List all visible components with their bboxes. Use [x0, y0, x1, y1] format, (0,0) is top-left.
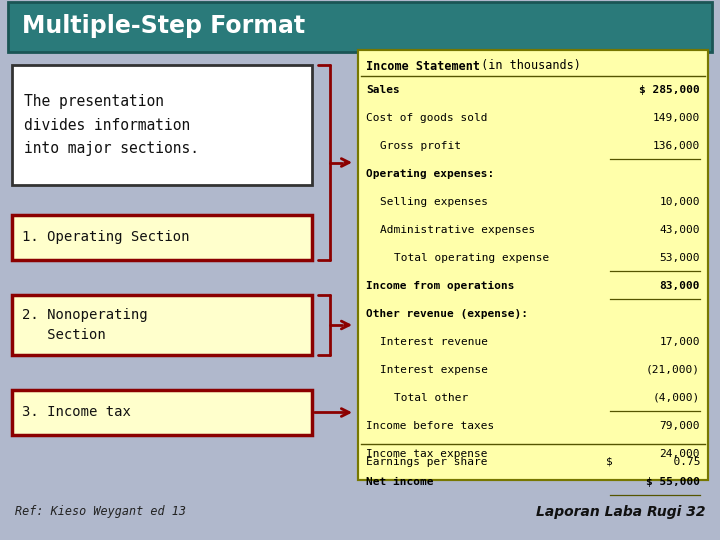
Text: 1. Operating Section: 1. Operating Section	[22, 231, 189, 245]
FancyBboxPatch shape	[12, 215, 312, 260]
Text: Ref: Kieso Weygant ed 13: Ref: Kieso Weygant ed 13	[15, 505, 186, 518]
Text: 149,000: 149,000	[653, 113, 700, 123]
FancyBboxPatch shape	[12, 295, 312, 355]
Text: Net income: Net income	[366, 477, 433, 487]
FancyBboxPatch shape	[12, 65, 312, 185]
Text: (4,000): (4,000)	[653, 393, 700, 403]
Text: Interest revenue: Interest revenue	[380, 337, 488, 347]
Text: Income from operations: Income from operations	[366, 281, 515, 291]
Text: 83,000: 83,000	[660, 281, 700, 291]
Text: 136,000: 136,000	[653, 141, 700, 151]
Text: Income tax expense: Income tax expense	[366, 449, 487, 459]
Text: Multiple-Step Format: Multiple-Step Format	[22, 14, 305, 38]
Text: $ 55,000: $ 55,000	[646, 477, 700, 487]
Text: Cost of goods sold: Cost of goods sold	[366, 113, 487, 123]
Text: 17,000: 17,000	[660, 337, 700, 347]
FancyBboxPatch shape	[358, 50, 708, 480]
Text: The presentation
divides information
into major sections.: The presentation divides information int…	[24, 94, 199, 156]
Text: Sales: Sales	[366, 85, 400, 95]
Text: 3. Income tax: 3. Income tax	[22, 406, 131, 420]
Text: 79,000: 79,000	[660, 421, 700, 431]
Text: Laporan Laba Rugi 32: Laporan Laba Rugi 32	[536, 505, 705, 519]
Text: $ 285,000: $ 285,000	[639, 85, 700, 95]
Text: Gross profit: Gross profit	[380, 141, 461, 151]
Text: 10,000: 10,000	[660, 197, 700, 207]
Text: 2. Nonoperating
   Section: 2. Nonoperating Section	[22, 308, 148, 342]
Text: Interest expense: Interest expense	[380, 365, 488, 375]
Text: Other revenue (expense):: Other revenue (expense):	[366, 309, 528, 319]
Text: $         0.75: $ 0.75	[606, 457, 700, 467]
Text: (21,000): (21,000)	[646, 365, 700, 375]
Text: Income before taxes: Income before taxes	[366, 421, 494, 431]
FancyBboxPatch shape	[12, 390, 312, 435]
Text: 43,000: 43,000	[660, 225, 700, 235]
Text: 24,000: 24,000	[660, 449, 700, 459]
Text: Operating expenses:: Operating expenses:	[366, 169, 494, 179]
Text: Total operating expense: Total operating expense	[394, 253, 549, 263]
FancyBboxPatch shape	[8, 2, 712, 52]
Text: Earnings per share: Earnings per share	[366, 457, 487, 467]
Text: 53,000: 53,000	[660, 253, 700, 263]
Text: Administrative expenses: Administrative expenses	[380, 225, 535, 235]
Text: Total other: Total other	[394, 393, 468, 403]
Text: Income Statement: Income Statement	[366, 59, 480, 72]
Text: Selling expenses: Selling expenses	[380, 197, 488, 207]
Text: (in thousands): (in thousands)	[474, 59, 581, 72]
